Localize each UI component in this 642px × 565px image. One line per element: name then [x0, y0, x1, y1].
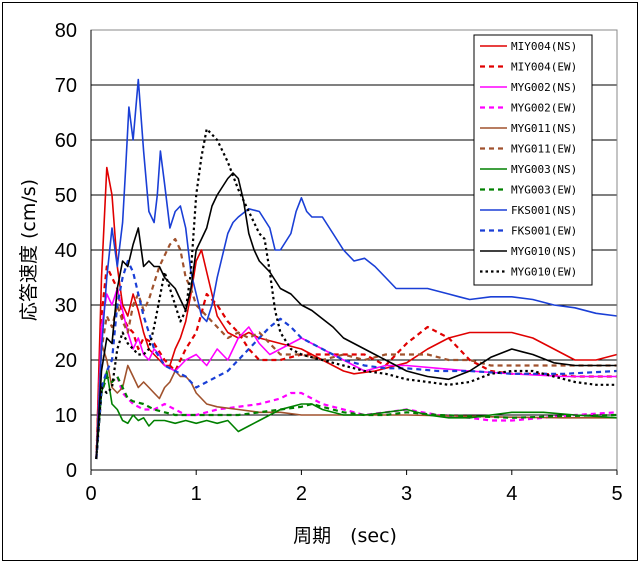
y-tick-label: 0 [66, 460, 77, 482]
y-tick-label: 70 [55, 75, 77, 97]
legend-label: MYG002(EW) [511, 102, 577, 115]
x-tick-label: 3 [401, 483, 412, 505]
series-line-fks001ns [95, 78, 618, 460]
x-tick-label: 2 [296, 483, 307, 505]
series-line-myg010ns [95, 172, 617, 460]
y-tick-label: 20 [55, 350, 77, 372]
legend-label: MYG003(EW) [511, 184, 577, 197]
series-line-myg011ew [95, 237, 617, 460]
legend-label: MYG010(EW) [511, 266, 577, 279]
series-line-miy004ns [95, 166, 618, 460]
series-line-myg002ns [95, 287, 617, 460]
series-line-miy004ew [95, 265, 617, 460]
x-tick-label: 5 [611, 483, 622, 505]
y-tick-label: 50 [55, 185, 77, 207]
x-tick-label: 4 [506, 483, 517, 505]
legend-label: MYG002(NS) [511, 81, 577, 94]
x-tick-label: 1 [191, 483, 202, 505]
legend-label: MYG011(EW) [511, 143, 577, 156]
tick-labels: 0 10 20 30 40 50 60 70 80 0 1 2 3 4 5 [55, 20, 623, 505]
legend-label: FKS001(EW) [511, 225, 577, 238]
legend-label: MYG003(NS) [511, 163, 577, 176]
y-tick-label: 80 [55, 20, 77, 42]
series-line-myg003ns [95, 370, 618, 460]
legend-label: MYG010(NS) [511, 245, 577, 258]
series-line-myg011ns [95, 342, 617, 460]
y-tick-label: 10 [55, 405, 77, 427]
legend-label: MYG011(NS) [511, 122, 577, 135]
axes [90, 29, 618, 475]
y-axis-label: 応答速度 (cm/s) [18, 179, 40, 321]
y-tick-label: 40 [55, 240, 77, 262]
legend-box [473, 34, 593, 286]
y-tick-label: 60 [55, 130, 77, 152]
y-tick-label: 30 [55, 295, 77, 317]
series-line-fks001ew [95, 259, 618, 460]
legend-label: MIY004(EW) [511, 61, 577, 74]
x-tick-label: 0 [85, 483, 96, 505]
legend-label: FKS001(NS) [511, 204, 577, 217]
series-line-myg003ew [95, 375, 618, 460]
x-axis-label: 周期 (sec) [293, 525, 397, 547]
series-lines [95, 78, 618, 460]
legend: MIY004(NS) MIY004(EW) MYG002(NS) MYG002(EW)… [473, 34, 593, 286]
legend-label: MIY004(NS) [511, 40, 577, 53]
